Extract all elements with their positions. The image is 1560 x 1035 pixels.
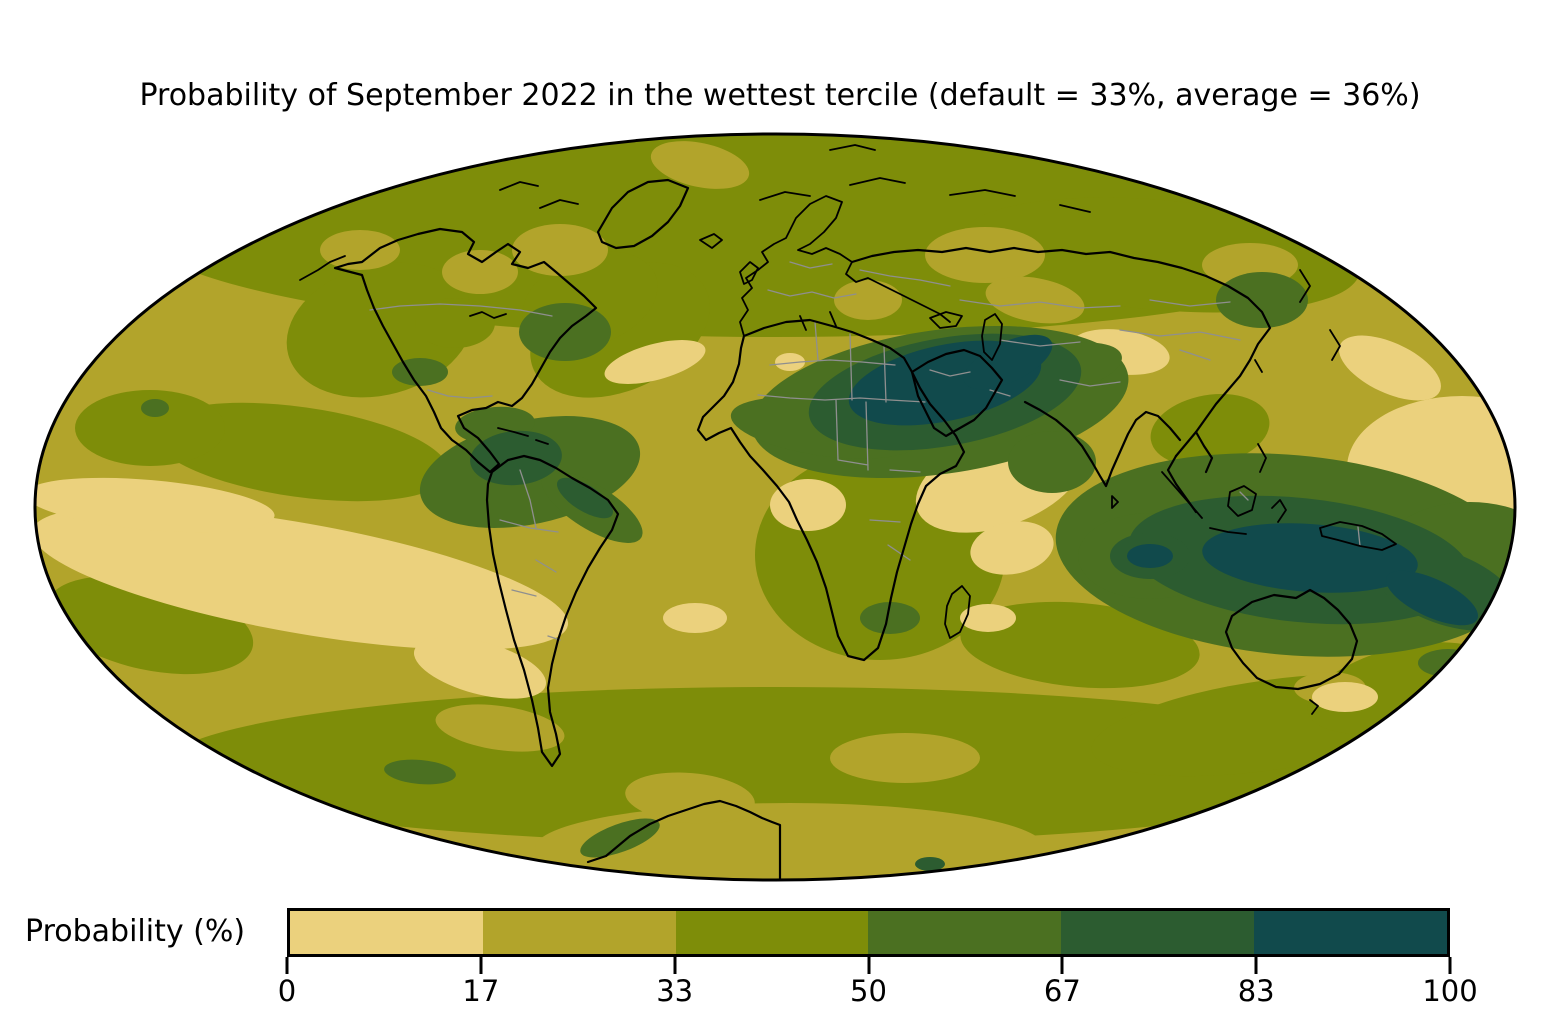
tick-label-100: 100 (1422, 974, 1478, 1008)
tick-label-33: 33 (656, 974, 694, 1008)
colorbar-segment-33-50 (675, 911, 869, 954)
colorbar-segment-17-33 (482, 911, 676, 954)
colorbar-segment-0-17 (290, 911, 483, 954)
tick-label-0: 0 (277, 974, 297, 1008)
probability-contours (35, 134, 1515, 880)
colorbar-segment-83-100 (1254, 911, 1447, 954)
tick-label-83: 83 (1237, 974, 1275, 1008)
country-borders (369, 261, 1361, 641)
plot-title: Probability of September 2022 in the wet… (139, 78, 1421, 113)
tick-label-50: 50 (850, 974, 887, 1008)
colorbar-segment-50-67 (868, 911, 1062, 954)
colorbar-tickmarks (285, 957, 1452, 975)
colorbar-label: Probability (%) (25, 914, 246, 949)
antarctica-coast-and-meridian-cut (586, 799, 782, 880)
colorbar-segment-67-83 (1061, 911, 1255, 954)
map-outline (33, 132, 1517, 882)
tick-label-67: 67 (1043, 974, 1081, 1008)
colorbar (287, 908, 1450, 957)
tick-label-17: 17 (462, 974, 500, 1008)
colorbar-tick-labels: 0 17 33 50 67 83 100 (278, 974, 1478, 1010)
coastlines (299, 144, 1449, 880)
